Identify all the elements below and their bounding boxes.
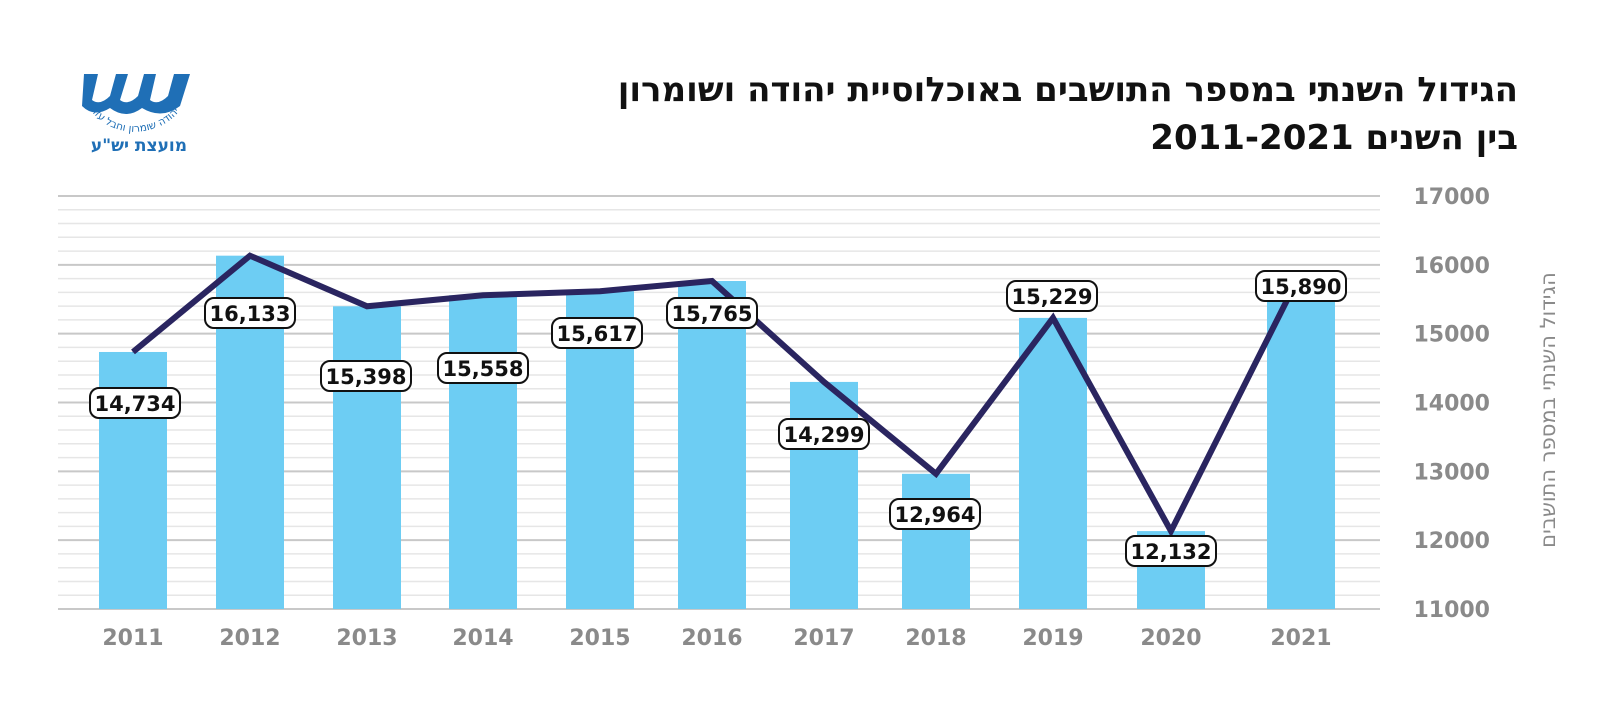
data-label-2017: 14,299 (778, 418, 870, 450)
line-point-2014 (482, 294, 484, 296)
x-tick-label-2019: 2019 (1022, 626, 1083, 651)
y-tick-label: 15000 (1413, 323, 1490, 348)
data-label-text: 14,734 (94, 392, 175, 416)
bar-2018 (902, 473, 970, 609)
data-label-2011: 14,734 (89, 387, 181, 419)
data-label-2021: 15,890 (1255, 270, 1347, 302)
data-label-box (89, 387, 181, 419)
chart-title-line-1: הגידול השנתי במספר התושבים באוכלוסיית יה… (617, 70, 1518, 110)
yesha-logo-icon: יהודה שומרון וחבל עזה (82, 74, 190, 135)
bar-2017 (790, 381, 858, 609)
bar-2021 (1267, 272, 1335, 609)
bar-2014 (449, 295, 517, 609)
data-label-text: 12,132 (1130, 540, 1211, 564)
data-label-text: 15,558 (442, 357, 523, 381)
line-layer (131, 252, 1304, 538)
data-label-text: 14,299 (783, 423, 864, 447)
line-point-2012 (249, 255, 251, 257)
x-tick-label-2018: 2018 (905, 626, 966, 651)
data-label-box (1125, 535, 1217, 567)
data-label-2013: 15,398 (320, 360, 412, 392)
data-label-text: 12,964 (894, 503, 975, 527)
line-point-2011 (132, 351, 134, 353)
bar-2016 (678, 281, 746, 609)
data-label-2019: 15,229 (1006, 280, 1098, 312)
x-tick-label-2021: 2021 (1270, 626, 1331, 651)
data-label-text: 15,229 (1011, 285, 1092, 309)
x-tick-label-2011: 2011 (102, 626, 163, 651)
line-point-2016 (711, 280, 713, 282)
data-label-2016: 15,765 (666, 297, 758, 329)
x-tick-label-2013: 2013 (336, 626, 397, 651)
data-label-2020: 12,132 (1125, 535, 1217, 567)
chart-title-line-2: בין השנים 2011-2021 (1150, 118, 1518, 158)
y-tick-label: 12000 (1413, 529, 1490, 554)
x-tick-layer: 2011 2012 2013 2014 2015 2016 2017 2018 2019 2020… (102, 626, 1331, 651)
y-tick-label: 17000 (1413, 185, 1490, 210)
x-tick-label-2016: 2016 (681, 626, 742, 651)
data-label-text: 15,398 (325, 365, 406, 389)
x-tick-label-2020: 2020 (1140, 626, 1201, 651)
data-label-text: 15,617 (556, 322, 637, 346)
data-label-2012: 16,133 (204, 297, 296, 329)
data-label-text: 15,765 (671, 302, 752, 326)
line-point-2015 (599, 290, 601, 292)
line-point-2013 (366, 305, 368, 307)
data-label-box (778, 418, 870, 450)
label-layer: 14,734 16,133 15,398 15,558 15,617 15,765 14,2… (89, 270, 1347, 567)
bar-2019 (1019, 317, 1087, 609)
x-tick-label-2014: 2014 (452, 626, 513, 651)
data-label-box (204, 297, 296, 329)
y-tick-label: 13000 (1413, 460, 1490, 485)
bar-2013 (333, 306, 401, 609)
data-label-box (320, 360, 412, 392)
data-label-2018: 12,964 (889, 498, 981, 530)
y-tick-label: 11000 (1413, 598, 1490, 623)
line-point-2020 (1170, 530, 1172, 532)
x-tick-label-2015: 2015 (569, 626, 630, 651)
data-label-box (666, 297, 758, 329)
data-label-box (1006, 280, 1098, 312)
data-label-box (437, 352, 529, 384)
data-label-box (551, 317, 643, 349)
data-label-2015: 15,617 (551, 317, 643, 349)
chart-title: הגידול השנתי במספר התושבים באוכלוסיית יה… (618, 66, 1518, 162)
y-tick-label: 14000 (1413, 392, 1490, 417)
data-label-2014: 15,558 (437, 352, 529, 384)
logo-caption: מועצת יש"ע (90, 136, 188, 156)
y-tick-label: 16000 (1413, 254, 1490, 279)
line-point-2017 (823, 381, 825, 383)
x-tick-label-2012: 2012 (219, 626, 280, 651)
data-label-text: 16,133 (209, 302, 290, 326)
data-label-box (1255, 270, 1347, 302)
data-label-text: 15,890 (1260, 275, 1341, 299)
data-label-box (889, 498, 981, 530)
line-point-2019 (1052, 317, 1054, 319)
x-tick-label-2017: 2017 (793, 626, 854, 651)
line-point-2018 (935, 473, 937, 475)
y-tick-layer: 11000 12000 13000 14000 15000 16000 17000 (1413, 185, 1490, 623)
